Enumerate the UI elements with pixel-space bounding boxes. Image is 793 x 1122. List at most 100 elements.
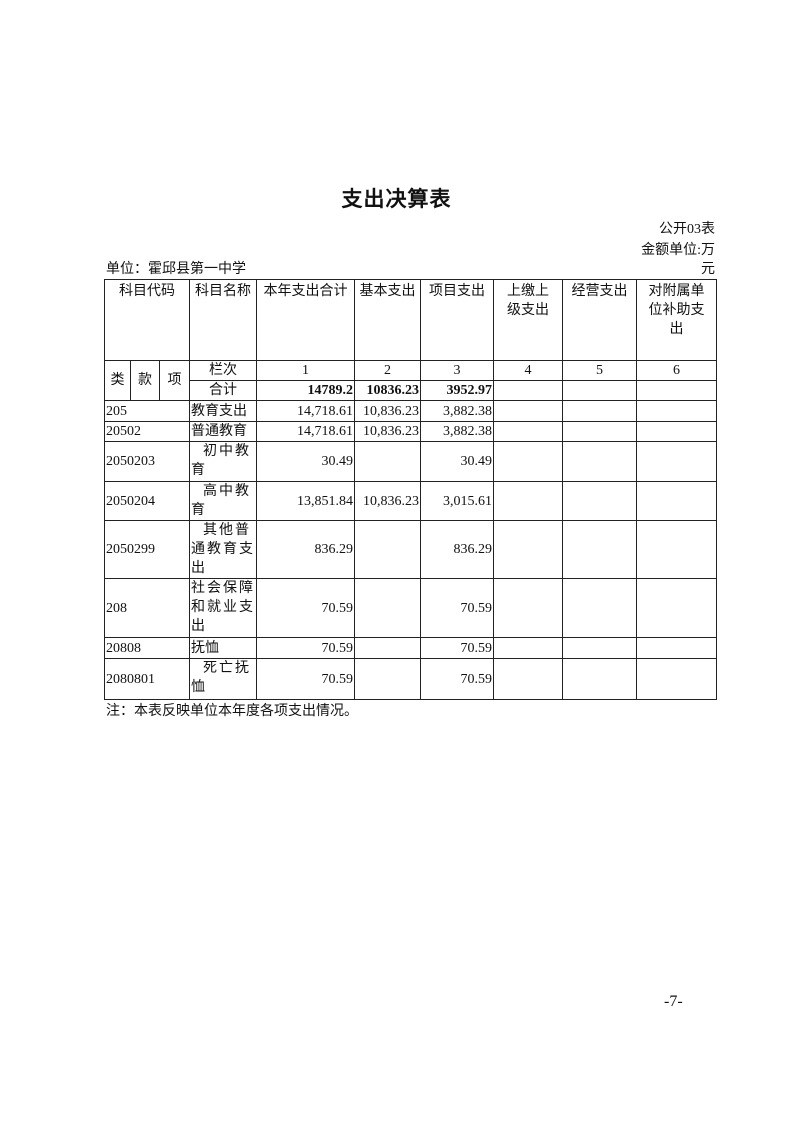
row-project: 3,882.38 [420, 421, 494, 442]
header-lanci: 栏次 [189, 360, 257, 381]
empty-cell [562, 658, 637, 700]
row-basic [354, 578, 421, 638]
empty-cell [636, 520, 717, 579]
empty-cell [562, 380, 637, 401]
header-lei: 类 [104, 360, 131, 401]
row-name: 教育支出 [189, 400, 257, 422]
sum-total: 14789.2 [256, 380, 355, 401]
table-row: 2050204 高中教育 13,851.84 10,836.23 3,015.6… [104, 481, 717, 521]
row-code: 208 [104, 578, 190, 638]
row-code: 2080801 [104, 658, 190, 700]
table-row: 20808 抚恤 70.59 70.59 [104, 637, 717, 659]
row-basic [354, 637, 421, 659]
row-total: 70.59 [256, 637, 355, 659]
unit-label: 单位：霍邱县第一中学 [106, 262, 246, 277]
empty-cell [636, 380, 717, 401]
row-project: 70.59 [420, 578, 494, 638]
empty-cell [493, 578, 563, 638]
empty-cell [562, 400, 637, 422]
amount-unit-cont: 元 [701, 262, 715, 277]
header-code: 科目代码 [104, 279, 190, 361]
empty-cell [562, 637, 637, 659]
row-total: 14,718.61 [256, 400, 355, 422]
row-basic [354, 520, 421, 579]
row-project: 30.49 [420, 441, 494, 482]
form-number: 公开03表 [659, 222, 715, 237]
page-title: 支出决算表 [341, 187, 452, 211]
row-basic: 10,836.23 [354, 421, 421, 442]
header-business: 经营支出 [562, 279, 637, 361]
sum-project: 3952.97 [420, 380, 494, 401]
row-basic: 10,836.23 [354, 481, 421, 521]
row-code: 205 [104, 400, 190, 422]
page-number: -7- [664, 993, 683, 1010]
empty-cell [636, 637, 717, 659]
empty-cell [636, 578, 717, 638]
empty-cell [493, 637, 563, 659]
col-index: 3 [420, 360, 494, 381]
expenditure-table: 科目代码 科目名称 本年支出合计 基本支出 项目支出 上缴上级支出 经营支出 对… [104, 279, 717, 700]
empty-cell [493, 520, 563, 579]
header-project: 项目支出 [420, 279, 494, 361]
header-xiang: 项 [159, 360, 190, 401]
table-row: 20502 普通教育 14,718.61 10,836.23 3,882.38 [104, 421, 717, 442]
row-name: 初中教育 [189, 441, 257, 482]
header-kuan: 款 [130, 360, 160, 401]
row-total: 14,718.61 [256, 421, 355, 442]
empty-cell [636, 481, 717, 521]
row-name: 其他普通教育支出 [189, 520, 257, 579]
header-subsidy: 对附属单位补助支出 [636, 279, 717, 361]
empty-cell [562, 441, 637, 482]
row-code: 2050299 [104, 520, 190, 579]
col-index: 2 [354, 360, 421, 381]
empty-cell [493, 481, 563, 521]
row-total: 13,851.84 [256, 481, 355, 521]
empty-cell [562, 421, 637, 442]
row-basic: 10,836.23 [354, 400, 421, 422]
row-name: 普通教育 [189, 421, 257, 442]
col-index: 4 [493, 360, 563, 381]
row-code: 20808 [104, 637, 190, 659]
table-section: 科目代码 科目名称 本年支出合计 基本支出 项目支出 上缴上级支出 经营支出 对… [104, 279, 717, 721]
row-name: 社会保障和就业支出 [189, 578, 257, 638]
col-index: 6 [636, 360, 717, 381]
table-row: 2080801 死亡抚恤 70.59 70.59 [104, 658, 717, 700]
header-upper: 上缴上级支出 [493, 279, 563, 361]
table-row: 208 社会保障和就业支出 70.59 70.59 [104, 578, 717, 638]
empty-cell [636, 400, 717, 422]
header-basic: 基本支出 [354, 279, 421, 361]
table-row: 2050299 其他普通教育支出 836.29 836.29 [104, 520, 717, 579]
row-code: 20502 [104, 421, 190, 442]
row-project: 3,015.61 [420, 481, 494, 521]
sum-label: 合计 [189, 380, 257, 401]
header-row: 科目代码 科目名称 本年支出合计 基本支出 项目支出 上缴上级支出 经营支出 对… [104, 279, 717, 361]
empty-cell [562, 520, 637, 579]
row-total: 836.29 [256, 520, 355, 579]
empty-cell [636, 441, 717, 482]
sum-row: 合计 14789.2 10836.23 3952.97 [105, 380, 717, 401]
empty-cell [493, 441, 563, 482]
table-note: 注：本表反映单位本年度各项支出情况。 [106, 704, 358, 719]
empty-cell [636, 658, 717, 700]
row-code: 2050204 [104, 481, 190, 521]
row-total: 70.59 [256, 578, 355, 638]
amount-unit: 金额单位:万 [641, 243, 715, 258]
row-project: 70.59 [420, 637, 494, 659]
empty-cell [493, 421, 563, 442]
row-total: 70.59 [256, 658, 355, 700]
col-index: 1 [256, 360, 355, 381]
table-row: 2050203 初中教育 30.49 30.49 [104, 441, 717, 482]
header-total: 本年支出合计 [256, 279, 355, 361]
row-name: 高中教育 [189, 481, 257, 521]
empty-cell [562, 481, 637, 521]
row-project: 836.29 [420, 520, 494, 579]
empty-cell [636, 421, 717, 442]
row-code: 2050203 [104, 441, 190, 482]
row-basic [354, 658, 421, 700]
row-name: 抚恤 [189, 637, 257, 659]
column-index-row: 类 款 项 栏次 1 2 3 4 5 6 [104, 360, 717, 401]
row-name: 死亡抚恤 [189, 658, 257, 700]
row-basic [354, 441, 421, 482]
row-total: 30.49 [256, 441, 355, 482]
